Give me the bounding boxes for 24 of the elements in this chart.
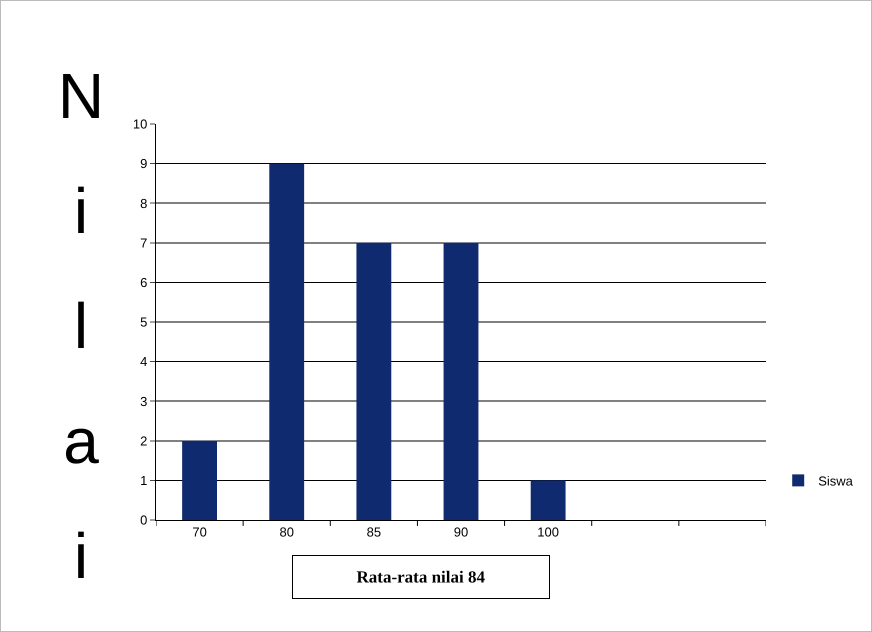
y-axis-title: Nilai [56,59,106,594]
y-tick-label: 8 [140,196,148,211]
y-tick-label: 7 [140,235,148,250]
bar [356,242,392,520]
x-tick-label: 85 [366,524,382,540]
y-tick-label: 4 [140,354,148,370]
bar [444,242,478,520]
y-tick-label: 10 [132,116,148,132]
text: Rata-rata nilai 84 [356,568,486,586]
bar [530,480,566,520]
y-tick-label: 1 [140,472,148,488]
y-tick-label: 5 [140,314,148,330]
y-tick-label: 9 [140,156,148,172]
y-tick-label: 2 [140,433,148,448]
x-tick-label: 100 [537,524,559,540]
x-tick-label: 80 [279,524,294,540]
bar [269,164,304,520]
y-tick-label: 6 [140,274,148,290]
y-tick-label: 0 [140,512,148,528]
x-tick-label: 70 [192,524,207,540]
bar [182,440,217,520]
x-tick-label: 90 [454,524,468,540]
legend-label: Siswa [818,473,854,488]
y-tick-label: 3 [140,394,148,409]
